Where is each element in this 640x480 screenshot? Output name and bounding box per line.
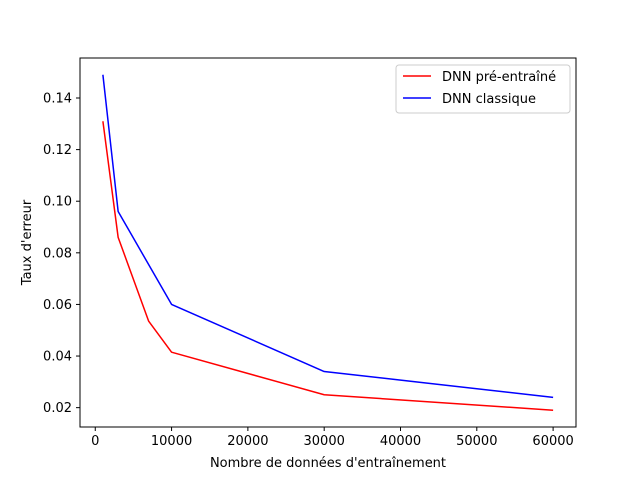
y-tick-label: 0.14 <box>43 91 72 106</box>
x-tick-label: 50000 <box>456 434 497 449</box>
legend-label-classic: DNN classique <box>442 92 536 107</box>
y-tick-label: 0.04 <box>43 350 72 365</box>
x-tick-label: 60000 <box>532 434 573 449</box>
series-line-classic <box>102 74 554 399</box>
x-axis-ticks: 0 10000 20000 30000 40000 50000 60000 <box>91 427 574 449</box>
x-tick-label: 0 <box>91 434 99 449</box>
x-tick-label: 40000 <box>380 434 421 449</box>
legend: DNN pré-entraîné DNN classique <box>395 64 571 114</box>
y-tick-label: 0.08 <box>43 246 72 261</box>
y-tick-label: 0.02 <box>43 401 72 416</box>
y-tick-label: 0.06 <box>43 298 72 313</box>
x-tick-label: 30000 <box>304 434 345 449</box>
x-axis-label: Nombre de données d'entraînement <box>210 456 446 471</box>
series-layer <box>102 74 554 411</box>
y-axis-label: Taux d'erreur <box>20 199 35 286</box>
plot-frame <box>79 57 577 428</box>
x-tick-label: 10000 <box>151 434 192 449</box>
x-tick-label: 20000 <box>227 434 268 449</box>
series-line-pretrained <box>102 121 554 411</box>
legend-box <box>395 64 571 114</box>
y-tick-label: 0.12 <box>43 143 72 158</box>
y-tick-label: 0.10 <box>43 195 72 210</box>
legend-label-pretrained: DNN pré-entraîné <box>442 70 556 85</box>
y-axis-ticks: 0.02 0.04 0.06 0.08 0.10 0.12 0.14 <box>43 91 80 416</box>
